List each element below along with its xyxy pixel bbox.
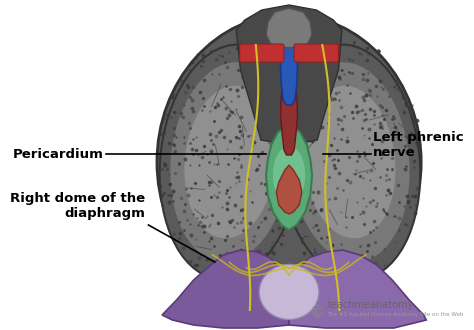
Polygon shape: [266, 125, 312, 230]
Polygon shape: [281, 33, 298, 105]
Ellipse shape: [279, 45, 420, 280]
Ellipse shape: [273, 146, 305, 204]
Ellipse shape: [259, 265, 319, 319]
Ellipse shape: [160, 45, 301, 280]
Polygon shape: [276, 165, 302, 214]
Ellipse shape: [157, 15, 421, 310]
Polygon shape: [266, 8, 312, 48]
Text: Right dome of the
diaphragm: Right dome of the diaphragm: [10, 192, 145, 220]
Text: The #1 Applied Human Anatomy Site on the Web: The #1 Applied Human Anatomy Site on the…: [328, 312, 464, 317]
Ellipse shape: [184, 86, 276, 238]
FancyBboxPatch shape: [294, 44, 338, 62]
FancyBboxPatch shape: [240, 44, 284, 62]
Text: teachmeanatomy: teachmeanatomy: [328, 300, 414, 310]
Ellipse shape: [290, 62, 410, 262]
Polygon shape: [281, 75, 298, 155]
Text: ©: ©: [310, 305, 325, 319]
Polygon shape: [289, 250, 426, 328]
Polygon shape: [236, 5, 342, 145]
Text: Pericardium: Pericardium: [13, 148, 104, 160]
Polygon shape: [162, 250, 289, 328]
Ellipse shape: [170, 62, 290, 262]
Ellipse shape: [304, 86, 395, 238]
Text: Left phrenic
nerve: Left phrenic nerve: [373, 131, 463, 159]
